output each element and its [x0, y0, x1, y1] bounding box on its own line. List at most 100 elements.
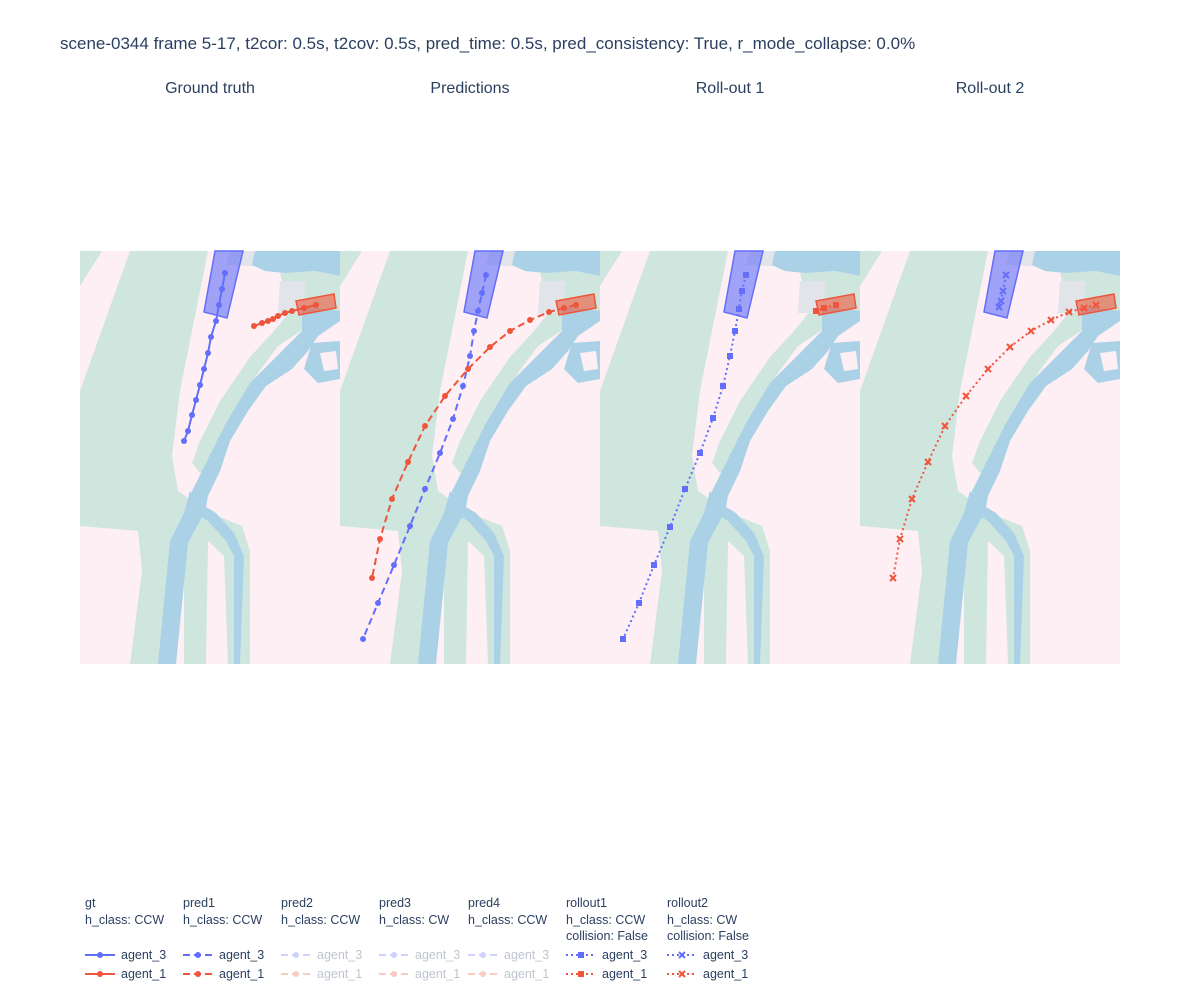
trajectory-point-agent-1-3 — [527, 317, 533, 323]
trajectory-point-agent-1-0 — [573, 302, 579, 308]
trajectory-point-agent-1-8 — [941, 422, 949, 430]
legend-group-h-class: h_class: CW — [379, 912, 450, 927]
legend-item-pred2-agent-1[interactable]: agent_1 — [281, 965, 362, 983]
legend-item-label: agent_1 — [504, 967, 550, 981]
trajectory-point-agent-1-1 — [821, 305, 827, 311]
trajectory-point-agent-3-3 — [213, 318, 219, 324]
legend-item-label: agent_3 — [219, 948, 265, 962]
trajectory-point-agent-1-8 — [251, 323, 257, 329]
trajectory-point-agent-1-5 — [487, 344, 493, 350]
trajectory-point-agent-3-2 — [997, 297, 1005, 305]
legend-marker — [678, 951, 686, 959]
legend-item-label: agent_1 — [219, 967, 265, 981]
trajectory-point-agent-1-6 — [984, 365, 992, 373]
trajectory-point-agent-1-2 — [813, 308, 819, 314]
trajectory-point-agent-3-2 — [736, 306, 742, 312]
trajectory-point-agent-3-1 — [219, 286, 225, 292]
trajectory-point-agent-1-3 — [1047, 316, 1055, 324]
legend-marker — [480, 971, 486, 977]
legend-group-pred2: pred2 h_class: CCW agent_3 agent_1 — [281, 895, 362, 981]
legend-group-pred4: pred4 h_class: CCW agent_3 agent_1 — [468, 895, 549, 981]
legend-item-pred1-agent-3[interactable]: agent_3 — [183, 946, 264, 964]
map-panel-rollout-1 — [600, 250, 860, 664]
subplot-title-ground-truth: Ground truth — [165, 80, 255, 97]
vehicle-agent-3 — [983, 250, 1024, 319]
legend-swatch — [667, 951, 697, 959]
trajectory-point-agent-1-10 — [389, 496, 395, 502]
legend-swatch — [379, 952, 409, 958]
trajectory-point-agent-1-4 — [1027, 327, 1035, 335]
trajectory-point-agent-3-6 — [710, 415, 716, 421]
legend-group-collision: collision: False — [667, 929, 749, 943]
legend-group-name: pred2 — [281, 896, 313, 910]
legend-swatch — [183, 971, 213, 977]
legend-group-name: rollout2 — [667, 896, 708, 910]
legend-group-pred1: pred1 h_class: CCW agent_3 agent_1 — [183, 895, 264, 981]
subplot-title-predictions: Predictions — [430, 80, 510, 97]
map-panel-predictions — [340, 250, 600, 664]
series-agent-1 — [813, 302, 839, 314]
legend-group-name: pred3 — [379, 896, 411, 910]
trajectory-point-agent-1-0 — [833, 302, 839, 308]
legend-item-label: agent_1 — [121, 967, 167, 981]
trajectory-point-agent-1-9 — [924, 458, 932, 466]
trajectory-point-agent-3-0 — [222, 270, 228, 276]
legend-item-pred4-agent-3[interactable]: agent_3 — [468, 946, 549, 964]
trajectory-point-agent-3-1 — [999, 287, 1007, 295]
legend-group-name: pred4 — [468, 896, 500, 910]
legend-group-h-class: h_class: CCW — [566, 912, 646, 927]
legend-item-label: agent_3 — [703, 948, 749, 962]
trajectory-point-agent-3-9 — [189, 412, 195, 418]
legend-item-pred3-agent-3[interactable]: agent_3 — [379, 946, 460, 964]
legend-item-pred2-agent-3[interactable]: agent_3 — [281, 946, 362, 964]
legend-marker — [578, 971, 584, 977]
trajectory-point-agent-3-4 — [727, 353, 733, 359]
vehicle-agent-3 — [723, 250, 764, 319]
trajectory-point-agent-1-12 — [889, 574, 897, 582]
legend-item-label: agent_1 — [317, 967, 363, 981]
legend-item-rollout1-agent-3[interactable]: agent_3 — [566, 946, 647, 964]
legend-group-name: pred1 — [183, 896, 215, 910]
series-agent-3 — [995, 271, 1010, 311]
trajectory-point-agent-1-0 — [313, 302, 319, 308]
legend-marker — [293, 952, 299, 958]
trajectory-point-agent-1-2 — [546, 309, 552, 315]
series-agent-1 — [251, 302, 319, 329]
legend-item-rollout2-agent-3[interactable]: agent_3 — [667, 946, 748, 964]
legend-group-rollout1: rollout1 h_class: CCW collision: False agen… — [566, 895, 648, 981]
legend-item-rollout2-agent-1[interactable]: agent_1 — [667, 965, 748, 983]
legend-marker — [678, 970, 686, 978]
legend-item-rollout1-agent-1[interactable]: agent_1 — [566, 965, 647, 983]
legend-item-gt-agent-1[interactable]: agent_1 — [85, 965, 166, 983]
legend-group-h-class: h_class: CCW — [85, 912, 165, 927]
trajectory-point-agent-3-0 — [743, 272, 749, 278]
trajectory-point-agent-3-7 — [437, 450, 443, 456]
legend-item-pred1-agent-1[interactable]: agent_1 — [183, 965, 264, 983]
trajectory-point-agent-1-5 — [270, 316, 276, 322]
trajectory-point-agent-3-11 — [636, 600, 642, 606]
legend-marker — [97, 971, 103, 977]
trajectory-point-agent-3-3 — [732, 328, 738, 334]
trajectory-point-agent-3-8 — [193, 397, 199, 403]
legend-marker — [97, 952, 103, 958]
trajectory-point-agent-3-0 — [1002, 271, 1010, 279]
trajectory-point-agent-1-7 — [259, 320, 265, 326]
trajectory-point-agent-3-7 — [197, 382, 203, 388]
trajectory-point-agent-1-1 — [1080, 304, 1088, 312]
map-panel-ground-truth — [80, 250, 340, 664]
trajectory-point-agent-3-0 — [483, 272, 489, 278]
legend-group-rollout2: rollout2 h_class: CW collision: False agent… — [667, 895, 749, 981]
trajectory-point-agent-3-3 — [471, 328, 477, 334]
trajectory-point-agent-3-10 — [651, 562, 657, 568]
legend-item-gt-agent-3[interactable]: agent_3 — [85, 946, 166, 964]
legend-item-label: agent_3 — [602, 948, 648, 962]
legend-item-label: agent_1 — [415, 967, 461, 981]
trajectory-point-agent-1-4 — [507, 328, 513, 334]
trajectory-point-agent-1-6 — [265, 318, 271, 324]
legend-item-pred3-agent-1[interactable]: agent_1 — [379, 965, 460, 983]
trajectory-point-agent-1-8 — [422, 423, 428, 429]
legend-group-name: gt — [85, 896, 96, 910]
legend-item-pred4-agent-1[interactable]: agent_1 — [468, 965, 549, 983]
legend-group-collision: collision: False — [566, 929, 648, 943]
